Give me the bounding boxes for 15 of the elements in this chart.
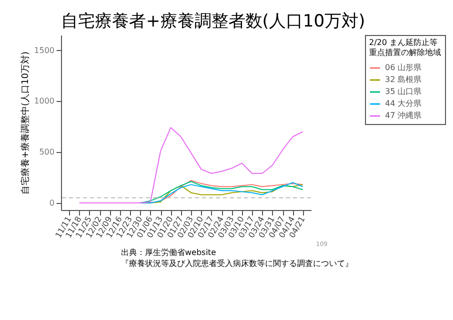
line-series	[78, 127, 304, 204]
legend-label: 47 沖縄県	[385, 111, 422, 120]
chart-title: 自宅療養者+療養調整者数(人口10万対)	[61, 12, 366, 32]
y-tick-label: 0	[49, 198, 54, 208]
y-tick-label: 1000	[34, 96, 54, 106]
legend-label: 35 山口県	[385, 87, 422, 96]
legend-label: 06 山形県	[385, 63, 422, 72]
source-note: 出典：厚生労働省website	[121, 248, 216, 257]
y-axis-title: 自宅療養+療養調整中(人口10万対)	[20, 51, 32, 195]
y-tick-label: 1500	[34, 46, 54, 55]
y-tick-label: 500	[39, 148, 54, 157]
legend-title: 2/20 まん延防止等重点措置の解除地域	[369, 38, 441, 57]
legend-label: 32 島根県	[385, 75, 422, 84]
text: 『療養状況等及び入院患者受入病床数等に関する調査について』	[121, 259, 353, 268]
legend-label: 44 大分県	[385, 99, 422, 108]
